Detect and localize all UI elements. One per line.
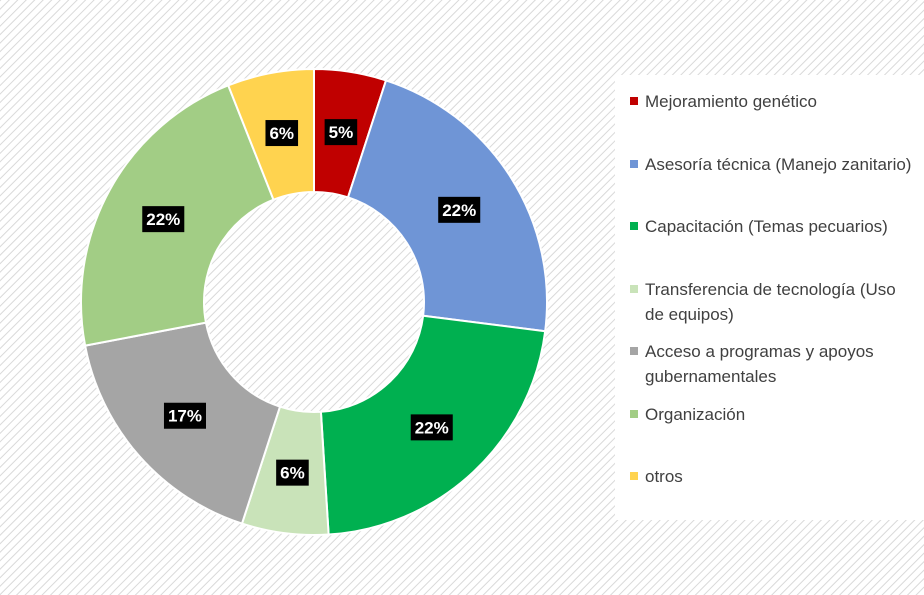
legend-box bbox=[615, 75, 924, 520]
legend-item: Asesoría técnica (Manejo zanitario) bbox=[630, 152, 915, 177]
legend-label: Acceso a programas y apoyos gubernamenta… bbox=[645, 342, 874, 386]
data-label-box bbox=[142, 206, 185, 233]
legend-swatch bbox=[630, 222, 638, 230]
legend-swatch bbox=[630, 97, 638, 105]
data-label: 17% bbox=[168, 407, 202, 426]
data-label-box bbox=[410, 414, 453, 441]
legend-label: otros bbox=[645, 467, 683, 486]
data-label: 6% bbox=[269, 124, 294, 143]
data-label: 22% bbox=[146, 210, 180, 229]
legend-label: Organización bbox=[645, 404, 746, 424]
data-label-box bbox=[324, 119, 358, 146]
legend-item: Organización bbox=[630, 402, 915, 427]
legend-label: Capacitación (Temas pecuarios) bbox=[645, 217, 888, 236]
legend-swatch bbox=[630, 409, 638, 418]
data-label-box bbox=[265, 120, 299, 147]
data-label: 6% bbox=[280, 464, 305, 483]
legend-swatch bbox=[630, 159, 638, 168]
legend-swatch bbox=[630, 347, 638, 355]
data-label: 5% bbox=[329, 123, 354, 142]
legend-item: Mejoramiento genético bbox=[630, 89, 915, 114]
legend-swatch bbox=[630, 472, 638, 480]
data-label: 22% bbox=[415, 418, 449, 437]
legend-label: Mejoramiento genético bbox=[645, 92, 817, 111]
legend-item: Capacitación (Temas pecuarios) bbox=[630, 214, 915, 239]
legend-swatch bbox=[630, 284, 638, 293]
data-label-box bbox=[276, 459, 309, 486]
data-label-box bbox=[163, 402, 206, 429]
data-label-box bbox=[438, 196, 481, 223]
legend-label: Asesoría técnica (Manejo zanitario) bbox=[645, 154, 912, 174]
legend-label: Transferencia de tecnología (Uso de equi… bbox=[645, 279, 896, 324]
legend-item: otros bbox=[630, 464, 915, 489]
data-label: 22% bbox=[442, 201, 476, 220]
legend-item: Acceso a programas y apoyos gubernamenta… bbox=[630, 339, 915, 389]
legend-item: Transferencia de tecnología (Uso de equi… bbox=[630, 277, 915, 327]
